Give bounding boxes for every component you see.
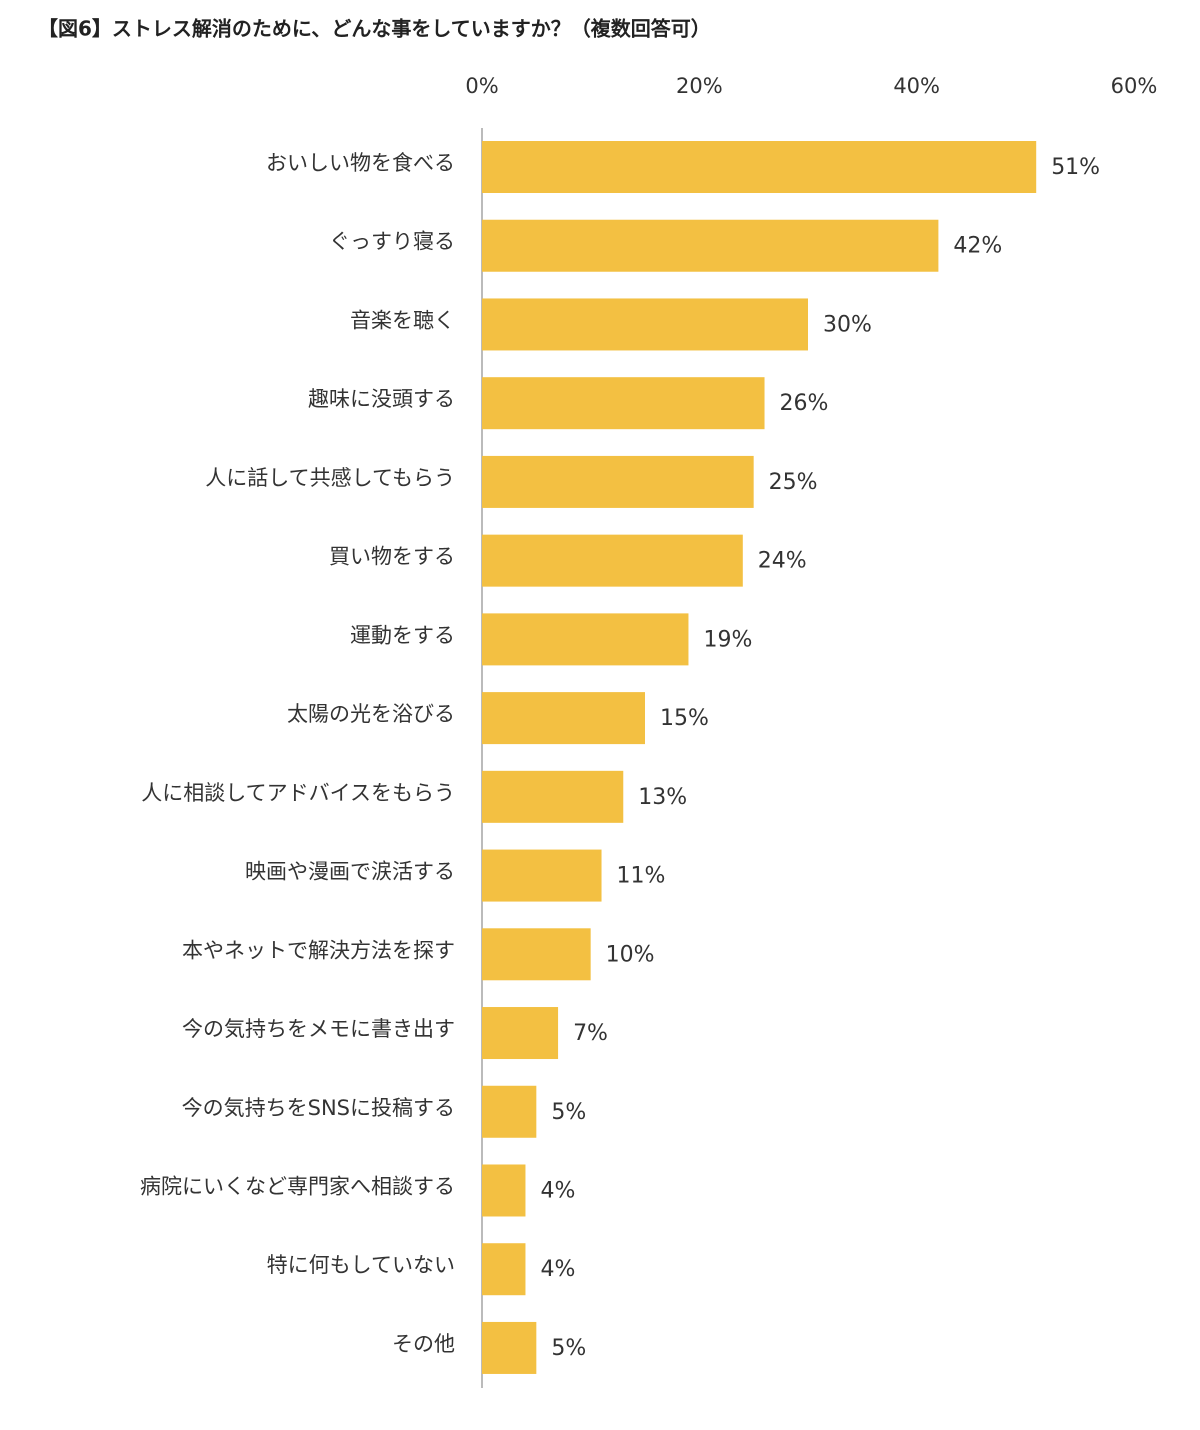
bar: [482, 1007, 559, 1060]
category-label: 人に話して共感してもらう: [205, 466, 455, 490]
x-tick-label: 0%: [465, 74, 498, 98]
value-label: 30%: [823, 312, 872, 337]
category-label: 音楽を聴く: [350, 308, 455, 332]
value-label: 51%: [1051, 155, 1100, 180]
value-label: 4%: [540, 1178, 575, 1203]
category-label: その他: [392, 1332, 455, 1356]
value-label: 25%: [769, 470, 818, 495]
x-tick-label: 60%: [1111, 74, 1158, 98]
value-label: 4%: [540, 1257, 575, 1282]
bar: [482, 1243, 526, 1296]
category-label: 趣味に没頭する: [308, 387, 455, 411]
bar: [482, 1085, 537, 1138]
category-label: 特に何もしていない: [267, 1253, 455, 1277]
category-label: 買い物をする: [329, 545, 455, 569]
chart-title: 【図6】ストレス解消のために、どんな事をしていますか？（複数回答可）: [38, 17, 711, 41]
value-label: 42%: [953, 234, 1002, 259]
value-label: 13%: [638, 785, 687, 810]
category-label: 太陽の光を浴びる: [287, 702, 455, 726]
category-label: 病院にいくなど専門家へ相談する: [140, 1174, 455, 1198]
bar: [482, 692, 645, 745]
x-tick-label: 20%: [676, 74, 723, 98]
category-label: おいしい物を食べる: [266, 151, 455, 175]
category-label: 本やネットで解決方法を探す: [182, 938, 455, 962]
value-label: 5%: [551, 1336, 586, 1361]
value-label: 24%: [758, 549, 807, 574]
bar: [482, 455, 754, 508]
bar: [482, 613, 689, 666]
value-label: 19%: [703, 627, 752, 652]
bar: [482, 1164, 526, 1217]
value-label: 10%: [606, 942, 655, 967]
bar: [482, 377, 765, 430]
category-label: 今の気持ちをSNSに投稿する: [182, 1096, 455, 1120]
category-label: ぐっすり寝る: [329, 230, 455, 254]
value-label: 26%: [780, 391, 829, 416]
value-label: 15%: [660, 706, 709, 731]
category-label: 今の気持ちをメモに書き出す: [182, 1017, 455, 1041]
category-label: 運動をする: [350, 623, 455, 647]
bar: [482, 534, 743, 587]
bar: [482, 770, 624, 823]
x-tick-label: 40%: [893, 74, 940, 98]
value-label: 7%: [573, 1021, 608, 1046]
category-label: 映画や漫画で涙活する: [245, 860, 455, 884]
bar: [482, 298, 808, 351]
bar: [482, 849, 602, 902]
bar: [482, 219, 939, 272]
bar: [482, 928, 591, 981]
value-label: 11%: [617, 864, 666, 889]
value-label: 5%: [551, 1100, 586, 1125]
category-label: 人に相談してアドバイスをもらう: [141, 781, 455, 805]
bar: [482, 141, 1037, 193]
bar: [482, 1321, 537, 1374]
